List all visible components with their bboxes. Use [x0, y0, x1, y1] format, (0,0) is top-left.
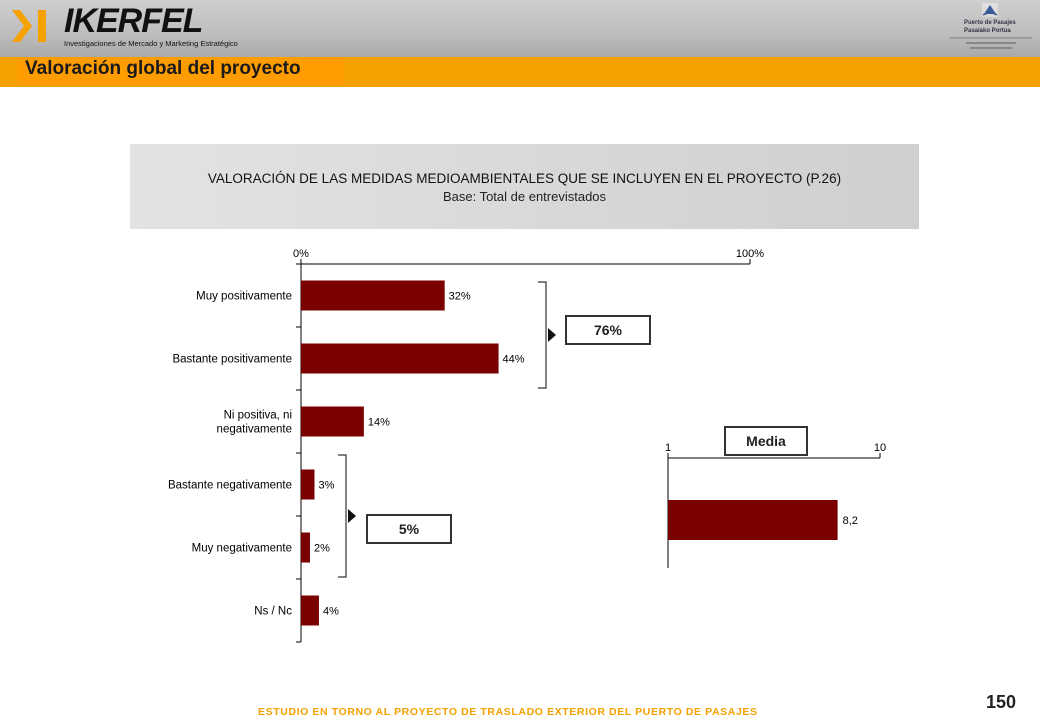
category-label: Ni positiva, ni: [224, 410, 292, 422]
bar-value-label: 2%: [314, 543, 330, 555]
bar-value-label: 3%: [318, 480, 334, 492]
category-label: Ns / Nc: [254, 606, 292, 618]
footer-study-title: ESTUDIO EN TORNO AL PROYECTO DE TRASLADO…: [258, 706, 758, 718]
media-box: Media: [724, 426, 808, 456]
brand-tagline: Investigaciones de Mercado y Marketing E…: [64, 39, 238, 48]
brand-name: IKERFEL: [64, 2, 203, 40]
positive-total-box: 76%: [565, 315, 651, 345]
category-label: Bastante positivamente: [172, 354, 292, 366]
chart-header-box: VALORACIÓN DE LAS MEDIDAS MEDIOAMBIENTAL…: [130, 144, 919, 229]
negative-total-box: 5%: [366, 514, 452, 544]
bar: [301, 595, 319, 626]
media-label: Media: [746, 433, 786, 449]
bar: [301, 406, 364, 437]
positive-bracket: [538, 281, 547, 389]
negative-bracket: [338, 454, 347, 578]
bar: [301, 469, 315, 500]
bar: [301, 532, 310, 563]
ikerfel-logo-icon: [12, 10, 46, 42]
chart-subtitle: Base: Total de entrevistados: [442, 189, 607, 204]
client-name: Puerto de Pasajes: [964, 20, 1016, 26]
x-tick-label: 0%: [293, 248, 309, 260]
positive-bracket-arrow: [548, 328, 556, 342]
page-title: Valoración global del proyecto: [25, 58, 301, 79]
category-label: Bastante negativamente: [168, 480, 292, 492]
header-band: IKERFEL Investigaciones de Mercado y Mar…: [0, 0, 1040, 57]
x-tick-label: 100%: [736, 248, 764, 260]
bar: [301, 280, 445, 311]
bar-value-label: 44%: [503, 354, 525, 366]
chart-title: VALORACIÓN DE LAS MEDIDAS MEDIOAMBIENTAL…: [207, 171, 842, 186]
port-logo-icon: [950, 3, 1032, 49]
bar-value-label: 4%: [323, 606, 339, 618]
media-tick-label: 1: [665, 442, 671, 454]
category-label: Muy positivamente: [196, 291, 292, 303]
negative-total-value: 5%: [398, 521, 420, 537]
media-tick-label: 10: [874, 442, 886, 454]
media-value-label: 8,2: [843, 515, 858, 527]
negative-bracket-arrow: [348, 509, 356, 523]
category-label: negativamente: [217, 424, 292, 436]
page-number: 150: [986, 692, 1017, 712]
positive-total-value: 76%: [593, 322, 623, 338]
media-bar: [668, 500, 838, 540]
category-label: Muy negativamente: [192, 543, 292, 555]
bar-value-label: 32%: [449, 291, 471, 303]
bar-value-label: 14%: [368, 417, 390, 429]
bar: [301, 343, 499, 374]
title-tab: [17, 57, 344, 85]
client-name-basque: Pasaiako Portua: [964, 28, 1011, 34]
